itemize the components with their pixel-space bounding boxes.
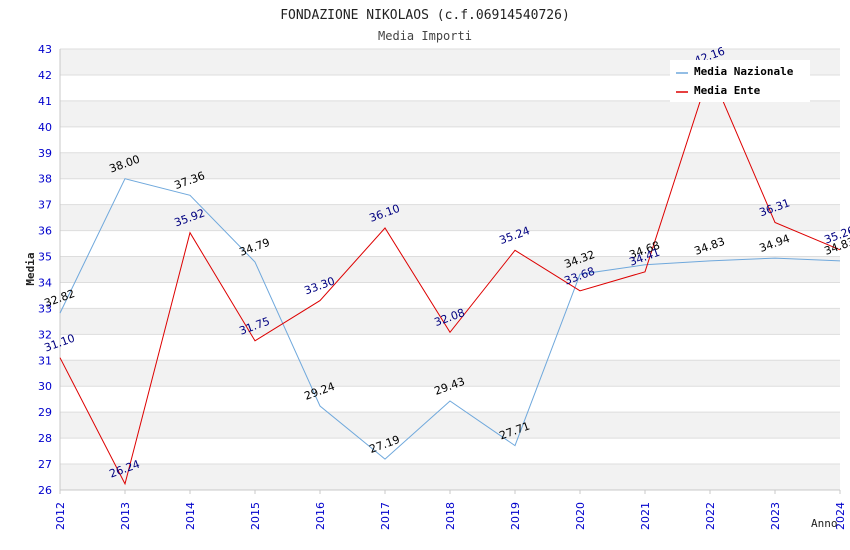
grid-band [60, 308, 840, 335]
y-tick-label: 39 [38, 147, 52, 160]
grid-bands [60, 49, 840, 490]
y-tick-label: 35 [38, 251, 52, 264]
x-axis-label: Anno [811, 517, 838, 530]
legend: Media Nazionale Media Ente [670, 60, 810, 102]
grid-band [60, 464, 840, 490]
legend-box [670, 60, 810, 102]
data-label: 34.83 [693, 235, 727, 258]
x-tick-label: 2012 [54, 502, 67, 530]
x-tick-labels: 2012 2013 2014 2015 2016 2017 2018 2019 2020 2021… [54, 490, 847, 530]
y-tick-label: 29 [38, 406, 52, 419]
x-tick-label: 2015 [249, 502, 262, 530]
y-tick-label: 36 [38, 225, 52, 238]
y-tick-label: 34 [38, 276, 52, 289]
x-tick-label: 2019 [509, 502, 522, 530]
y-tick-label: 38 [38, 173, 52, 186]
grid-band [60, 100, 840, 127]
x-tick-label: 2023 [769, 502, 782, 530]
grid-band [60, 412, 840, 439]
legend-label-nazionale: Media Nazionale [694, 65, 794, 78]
y-axis-label: Media [24, 252, 37, 285]
grid-band [60, 204, 840, 231]
x-tick-label: 2017 [379, 502, 392, 530]
x-tick-label: 2020 [574, 502, 587, 530]
x-tick-label: 2024 [834, 502, 847, 530]
y-tick-label: 28 [38, 432, 52, 445]
y-tick-label: 26 [38, 484, 52, 497]
grid-band [60, 360, 840, 387]
chart-title: FONDAZIONE NIKOLAOS (c.f.06914540726) [280, 8, 570, 23]
data-label: 34.94 [758, 232, 792, 255]
y-tick-label: 43 [38, 43, 52, 56]
y-tick-label: 33 [38, 302, 52, 315]
x-tick-label: 2016 [314, 502, 327, 530]
grid-lines [60, 48, 840, 491]
y-tick-label: 30 [38, 380, 52, 393]
x-tick-label: 2013 [119, 502, 132, 530]
y-tick-label: 31 [38, 354, 52, 367]
x-tick-label: 2018 [444, 502, 457, 530]
chart-subtitle: Media Importi [378, 29, 472, 43]
x-tick-label: 2022 [704, 502, 717, 530]
y-tick-label: 40 [38, 121, 52, 134]
data-label: 34.79 [238, 236, 272, 259]
x-tick-label: 2014 [184, 502, 197, 530]
legend-label-ente: Media Ente [694, 84, 761, 97]
x-tick-label: 2021 [639, 502, 652, 530]
y-tick-label: 27 [38, 458, 52, 471]
y-tick-labels: 26 27 28 29 30 31 32 33 34 35 36 37 38 39 40 41 42 43 [38, 43, 52, 497]
y-tick-label: 41 [38, 95, 52, 108]
series-line-media-nazionale [59, 178, 841, 460]
y-tick-label: 32 [38, 328, 52, 341]
grid-band [60, 152, 840, 179]
y-tick-label: 42 [38, 69, 52, 82]
y-tick-label: 37 [38, 199, 52, 212]
